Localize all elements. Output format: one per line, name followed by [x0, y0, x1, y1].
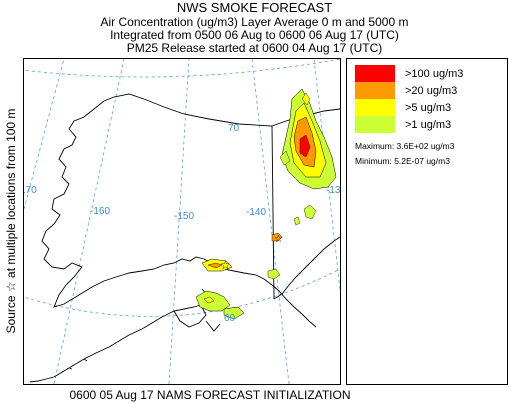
lon-label-170: 170	[24, 185, 37, 196]
legend-panel: >100 ug/m3 >20 ug/m3 >5 ug/m3 >1 ug/m3 M…	[346, 58, 508, 385]
longitude-line-150	[168, 59, 190, 384]
side-label-area: Source ☆ at multiple locations from 100 …	[0, 58, 22, 385]
legend-maximum: Maximum: 3.6E+02 ug/m3	[355, 141, 455, 151]
title-release: PM25 Release started at 0600 04 Aug 17 (…	[126, 41, 383, 55]
legend-item: >5 ug/m3	[355, 99, 451, 116]
legend-item: >20 ug/m3	[355, 82, 457, 99]
lon-label-160: -160	[90, 206, 110, 217]
legend-label: >5 ug/m3	[405, 101, 452, 114]
latitude-line-70	[24, 59, 340, 78]
smoke-map: ☆ ☆ 70 60 170 -160 -150 -140 -130	[23, 58, 341, 385]
legend-swatch	[355, 82, 395, 99]
source-marker-icon: ☆	[274, 234, 283, 245]
longitude-line-160	[53, 59, 125, 384]
lon-label-130: -130	[326, 185, 340, 196]
legend-minimum: Minimum: 5.2E-07 ug/m3	[355, 156, 450, 166]
longitude-line-170	[24, 59, 65, 210]
lon-label-140: -140	[246, 207, 266, 218]
side-label: Source ☆ at multiple locations from 100 …	[4, 108, 18, 334]
aleutian-islands	[29, 358, 88, 383]
longitude-line-140	[251, 59, 290, 384]
legend-swatch	[355, 116, 395, 133]
forecast-init-footer: 0600 05 Aug 17 NAMS FORECAST INITIALIZAT…	[69, 388, 351, 402]
title-main: NWS SMOKE FORECAST	[176, 0, 333, 15]
smoke-plume-yukon-small	[271, 232, 283, 242]
legend-swatch	[355, 99, 395, 116]
lat-label-70: 70	[228, 123, 240, 134]
lon-label-150: -150	[174, 211, 194, 222]
legend-label: >1 ug/m3	[405, 118, 452, 131]
legend-swatch	[355, 65, 395, 82]
legend-label: >20 ug/m3	[405, 84, 458, 97]
smoke-plume-central-alaska	[201, 258, 233, 272]
source-marker-icon: ☆	[220, 258, 231, 272]
latitude-line-60	[24, 268, 340, 317]
legend-item: >1 ug/m3	[355, 116, 451, 133]
legend-label: >100 ug/m3	[405, 67, 464, 80]
title-layer: Air Concentration (ug/m3) Layer Average …	[100, 15, 409, 29]
lat-label-60: 60	[224, 313, 236, 324]
title-integration: Integrated from 0500 06 Aug to 0600 06 A…	[110, 28, 399, 42]
smoke-plume-northeast	[267, 88, 337, 280]
legend-item: >100 ug/m3	[355, 65, 463, 82]
map-canvas: ☆ ☆ 70 60 170 -160 -150 -140 -130	[24, 59, 340, 384]
smoke-plume-southwest	[195, 290, 245, 320]
